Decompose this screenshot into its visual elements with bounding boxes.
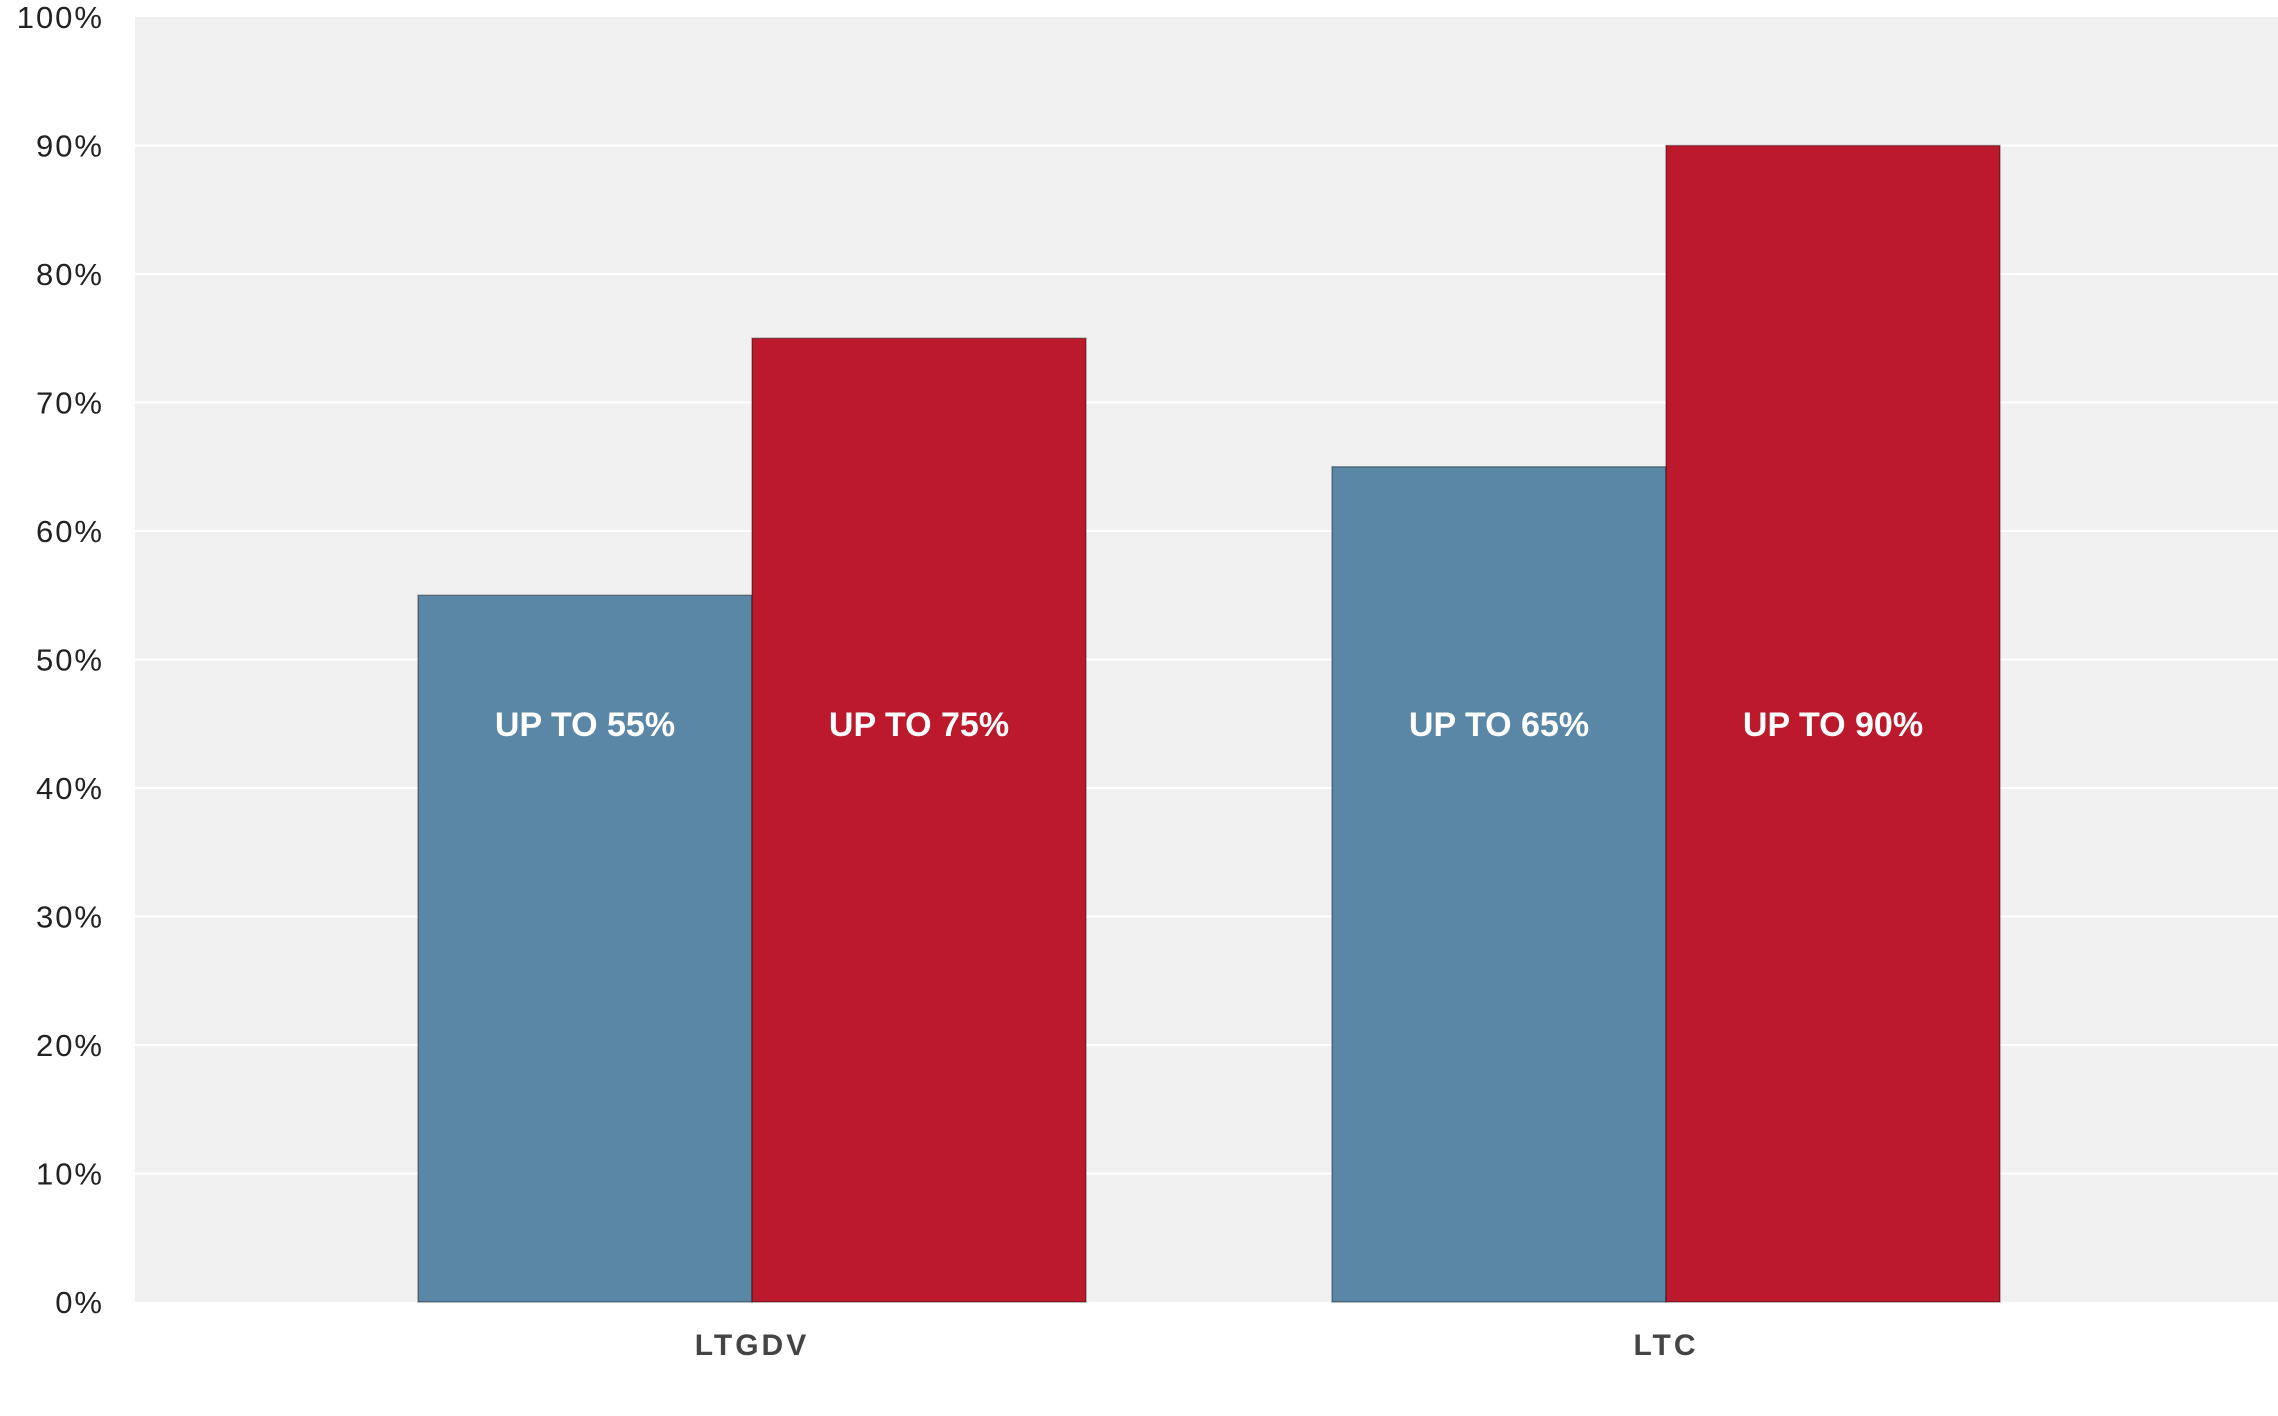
bar-data-label: UP TO 55% xyxy=(495,706,675,744)
bar-data-label: UP TO 65% xyxy=(1409,706,1589,744)
bar-ltc-series-2 xyxy=(1665,144,2001,1303)
y-tick-label: 30% xyxy=(36,900,104,935)
bar-ltgdv-series-2 xyxy=(751,337,1087,1303)
y-tick-label: 80% xyxy=(36,257,104,292)
y-tick-label: 60% xyxy=(36,514,104,549)
bar-ltc-series-1 xyxy=(1331,466,1667,1303)
bar-data-label: UP TO 90% xyxy=(1743,706,1923,744)
data-labels: UP TO 55% UP TO 75% UP TO 65% UP TO 90% xyxy=(495,706,1923,744)
x-category-label: LTGDV xyxy=(695,1329,809,1362)
bar-ltgdv-series-1 xyxy=(417,594,753,1303)
y-tick-label: 10% xyxy=(36,1157,104,1192)
y-tick-label: 90% xyxy=(36,129,104,164)
bars xyxy=(417,144,2001,1303)
y-tick-label: 100% xyxy=(17,0,104,35)
x-axis-category-labels: LTGDV LTC xyxy=(695,1329,1698,1362)
y-tick-label: 0% xyxy=(55,1285,104,1320)
x-category-label: LTC xyxy=(1633,1329,1698,1362)
y-tick-label: 70% xyxy=(36,386,104,421)
y-tick-label: 20% xyxy=(36,1028,104,1063)
y-axis-tick-labels: 0% 10% 20% 30% 40% 50% 60% 70% 80% 90% 100% xyxy=(17,0,104,1320)
y-tick-label: 40% xyxy=(36,771,104,806)
y-tick-label: 50% xyxy=(36,643,104,678)
bar-data-label: UP TO 75% xyxy=(829,706,1009,744)
